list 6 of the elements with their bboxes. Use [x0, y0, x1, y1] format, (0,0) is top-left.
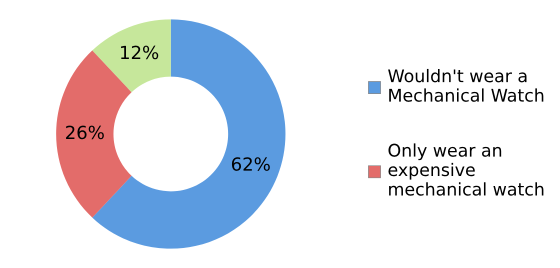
donut-slice — [92, 19, 171, 92]
legend-label: Only wear an expensive mechanical watch — [388, 143, 544, 196]
data-label: 62% — [232, 157, 270, 171]
data-label: 26% — [66, 126, 104, 140]
legend-label: Wouldn't wear a Mechanical Watch — [388, 68, 544, 102]
data-label: 12% — [121, 46, 158, 60]
